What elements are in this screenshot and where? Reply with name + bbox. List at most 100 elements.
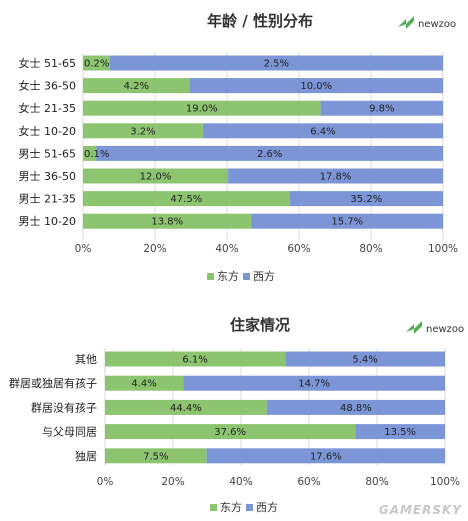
value-label-west: 9.8% [369, 104, 394, 115]
bar-east [83, 145, 97, 161]
category-label: 男士 10-20 [19, 215, 76, 228]
value-label-east: 44.4% [170, 403, 202, 414]
value-label-west: 2.6% [257, 149, 282, 160]
x-tick-label: 40% [215, 243, 238, 255]
bar-east [83, 78, 190, 94]
x-tick-label: 20% [161, 476, 184, 488]
x-tick-label: 100% [430, 476, 460, 488]
bar-west [251, 213, 443, 229]
value-label-east: 0.2% [84, 59, 109, 70]
bar-west [183, 375, 445, 391]
value-label-west: 17.8% [320, 172, 352, 183]
value-label-east: 13.8% [151, 217, 183, 228]
legend-swatch [246, 504, 253, 511]
x-tick-label: 60% [297, 476, 320, 488]
bar-west [285, 351, 445, 367]
bar-east [105, 424, 356, 440]
value-label-east: 19.0% [186, 104, 218, 115]
chart-age-gender: 年龄 / 性别分布 newzoo 0.2% 2.5% 4.2% 10.0% 19.0% 9… [19, 12, 458, 283]
bar-west [228, 168, 443, 184]
bar-east [83, 123, 203, 139]
value-label-east: 0.1% [84, 149, 109, 160]
value-label-west: 6.4% [310, 126, 335, 137]
bar-west [320, 100, 443, 116]
value-label-west: 14.7% [298, 379, 330, 390]
newzoo-logo-icon [406, 321, 422, 334]
newzoo-logo-text: newzoo [418, 19, 456, 30]
newzoo-logo-icon [398, 16, 414, 29]
category-label: 女士 36-50 [19, 79, 76, 93]
bar-east [83, 100, 321, 116]
chart-legend: 东方 西方 [210, 500, 278, 514]
category-label: 其他 [75, 353, 97, 366]
category-label: 群居没有孩子 [31, 400, 97, 414]
chart-bars [105, 351, 445, 464]
newzoo-logo: newzoo [398, 16, 456, 30]
value-label-west: 35.2% [350, 194, 382, 205]
newzoo-logo: newzoo [406, 321, 464, 335]
value-label-west: 17.6% [310, 451, 342, 462]
value-label-west: 48.8% [340, 403, 372, 414]
chart-legend: 东方 西方 [207, 269, 275, 283]
bar-east [83, 168, 229, 184]
category-label: 女士 51-65 [19, 56, 76, 70]
legend-label: 西方 [253, 269, 275, 283]
bar-west [96, 145, 443, 161]
bar-east [105, 448, 207, 464]
value-label-west: 15.7% [331, 217, 363, 228]
legend-swatch [207, 273, 214, 280]
value-label-west: 13.5% [384, 427, 416, 438]
bar-west [355, 424, 445, 440]
value-label-east: 47.5% [170, 194, 202, 205]
newzoo-logo-text: newzoo [426, 324, 464, 335]
chart-x-ticks: 0% 20% 40% 60% 80% 100% [97, 476, 460, 488]
x-tick-label: 80% [365, 476, 388, 488]
chart-category-labels: 女士 51-65 女士 36-50 女士 21-35 女士 10-20 男士 51-65… [19, 56, 76, 228]
bar-east [105, 375, 184, 391]
bar-east [105, 399, 267, 415]
bar-west [266, 399, 445, 415]
category-label: 与父母同居 [42, 426, 97, 439]
value-label-east: 4.4% [131, 379, 156, 390]
category-label: 男士 21-35 [19, 193, 76, 206]
x-tick-label: 0% [75, 243, 92, 255]
x-tick-label: 20% [143, 243, 166, 255]
chart-bars [83, 55, 443, 229]
x-tick-label: 40% [229, 476, 252, 488]
bar-east [83, 55, 110, 71]
x-tick-label: 0% [97, 476, 114, 488]
gamersky-watermark: GAMERSKY [379, 503, 462, 517]
bar-west [202, 123, 443, 139]
legend-label: 西方 [256, 500, 278, 514]
category-label: 女士 21-35 [19, 101, 76, 115]
legend-swatch [243, 273, 250, 280]
category-label: 独居 [75, 450, 97, 463]
chart-value-labels: 6.1% 5.4% 4.4% 14.7% 44.4% 48.8% 37.6% 13.5% 7.5… [131, 355, 416, 463]
value-label-west: 2.5% [264, 59, 289, 70]
value-label-east: 12.0% [140, 172, 172, 183]
chart-value-labels: 0.2% 2.5% 4.2% 10.0% 19.0% 9.8% 3.2% 6.4% 0.1% 2.… [84, 59, 395, 228]
value-label-east: 7.5% [143, 451, 168, 462]
legend-label: 东方 [217, 269, 239, 283]
value-label-east: 6.1% [182, 355, 207, 366]
legend-swatch [210, 504, 217, 511]
bar-west [206, 448, 445, 464]
value-label-east: 37.6% [214, 427, 246, 438]
category-label: 女士 10-20 [19, 124, 76, 138]
x-tick-label: 60% [287, 243, 310, 255]
chart-x-ticks: 0% 20% 40% 60% 80% 100% [75, 243, 458, 255]
x-tick-label: 100% [428, 243, 458, 255]
bar-east [83, 213, 252, 229]
value-label-east: 3.2% [130, 126, 155, 137]
x-tick-label: 80% [359, 243, 382, 255]
chart-living-situation: 住家情况 newzoo 6.1% 5.4% 4.4% 14.7% 44.4% 48.8% 3… [9, 316, 464, 514]
legend-label: 东方 [220, 500, 242, 514]
value-label-east: 4.2% [124, 81, 149, 92]
category-label: 男士 51-65 [19, 147, 76, 160]
bar-east [105, 351, 286, 367]
bar-west [289, 191, 443, 207]
value-label-west: 5.4% [352, 355, 377, 366]
chart-title: 年龄 / 性别分布 [207, 12, 313, 30]
